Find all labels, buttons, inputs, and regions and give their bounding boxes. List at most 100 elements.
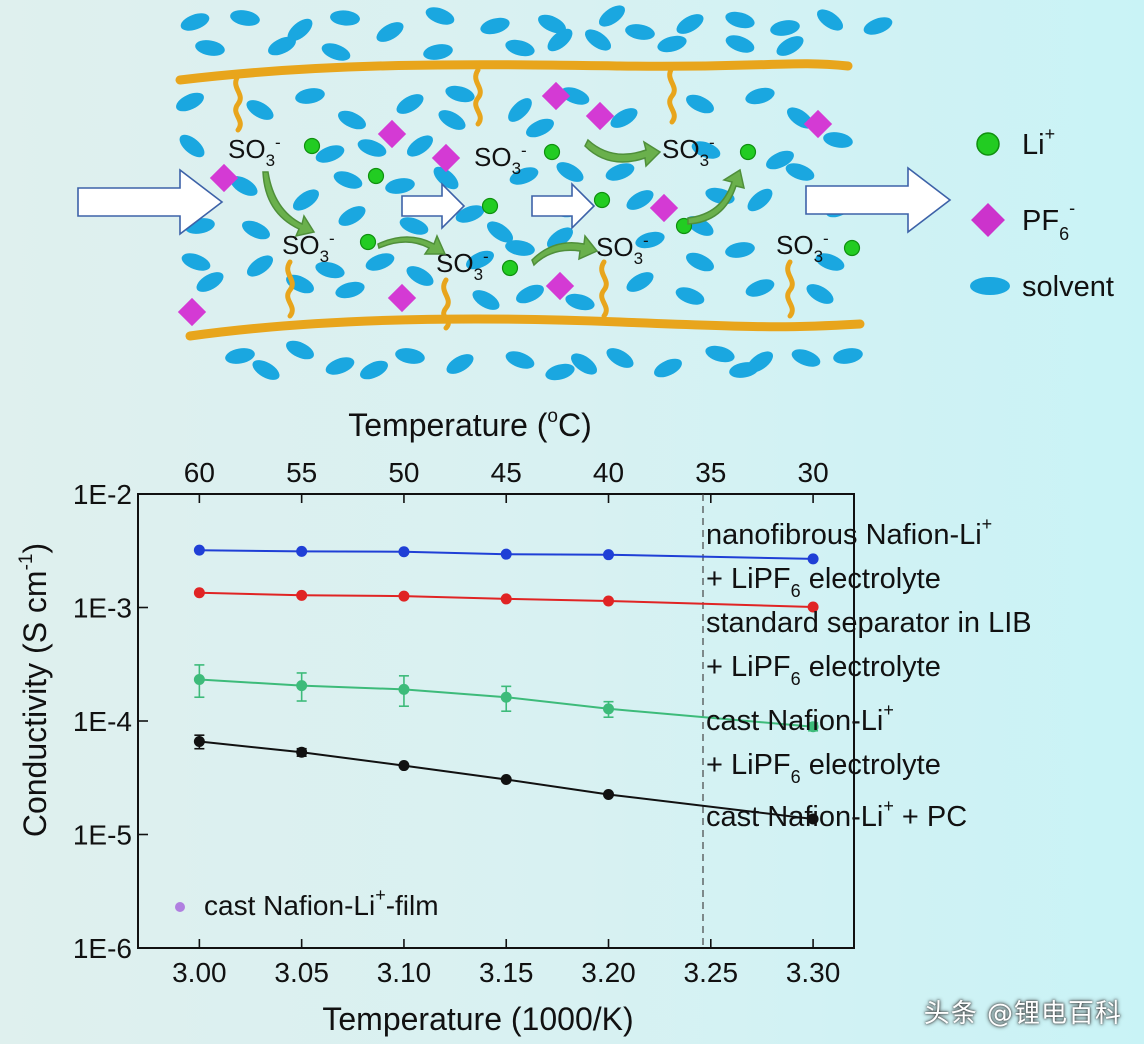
top-axis-title: Temperature (oC)	[348, 406, 592, 443]
solvent-molecule	[433, 166, 459, 190]
solvent-molecule	[635, 231, 665, 249]
film-marker	[175, 902, 185, 912]
solvent-molecule	[785, 163, 815, 181]
series-legend-line: + LiPF6 electrolyte	[706, 651, 941, 689]
solvent-molecule	[606, 348, 634, 368]
series-3	[193, 664, 819, 733]
solvent-molecule	[176, 92, 204, 112]
solvent-molecule	[445, 85, 475, 103]
series-legend-line: cast Nafion-Li+	[706, 700, 894, 737]
data-point	[603, 549, 615, 561]
data-point	[807, 553, 819, 565]
film-legend: cast Nafion-Li+-film	[175, 885, 439, 921]
solvent-molecule	[195, 40, 225, 56]
solvent-molecule	[725, 242, 755, 258]
x-tick-label: 3.05	[274, 957, 329, 988]
data-point	[398, 760, 410, 772]
data-point	[807, 813, 819, 825]
solvent-molecule	[376, 22, 404, 42]
solvent-molecule	[625, 24, 655, 40]
solvent-molecule	[252, 360, 280, 380]
solvent-molecule	[425, 7, 455, 25]
solvent-molecule	[287, 18, 313, 42]
solvent-molecule	[547, 28, 573, 52]
solvent-molecule	[508, 98, 532, 122]
conductivity-chart: Temperature (oC) 3.00 3.05 3.10 3.15 3.20 3.2…	[16, 406, 1032, 1037]
top-tick-label: 50	[388, 457, 419, 488]
schematic-legend-label: Li+	[1022, 124, 1055, 161]
solvent-molecule	[806, 284, 834, 304]
data-point	[807, 601, 819, 613]
so3-label: SO3-	[228, 133, 281, 170]
solvent-molecule	[556, 162, 584, 182]
solvent-molecule	[791, 349, 821, 367]
solvent-molecule	[516, 284, 544, 304]
so3-label: SO3-	[662, 133, 715, 170]
top-tick-label: 55	[286, 457, 317, 488]
solvent-molecule	[505, 39, 535, 57]
lithium-ion	[481, 197, 499, 215]
data-point	[603, 703, 615, 715]
series-line	[199, 740, 814, 820]
solvent-molecule	[833, 348, 863, 364]
schematic-legend: Li+ PF6- solvent	[970, 124, 1114, 303]
data-point	[193, 587, 205, 599]
solvent-molecule	[605, 163, 635, 181]
solvent-molecule	[246, 255, 274, 277]
x-tick-label: 3.15	[479, 957, 534, 988]
solvent-molecule	[565, 293, 595, 311]
solvent-molecule	[423, 44, 453, 60]
lithium-ion	[843, 239, 861, 257]
x-tick-label: 3.00	[172, 957, 227, 988]
data-point	[398, 683, 410, 695]
solvent-molecule	[230, 176, 258, 196]
solvent-molecule	[816, 9, 844, 31]
solvent-molecule	[338, 206, 366, 226]
schematic-legend-label: PF6-	[1022, 198, 1075, 244]
so3-label: SO3-	[776, 229, 829, 266]
top-tick-label: 40	[593, 457, 624, 488]
series-line	[199, 549, 814, 560]
solvent-molecule	[333, 171, 363, 189]
so3-label: SO3-	[474, 141, 527, 178]
data-point	[296, 680, 308, 692]
solvent-molecule	[657, 35, 687, 53]
solvent-molecule	[546, 227, 574, 249]
solvent-molecule	[626, 190, 654, 210]
solvent-molecule	[480, 17, 510, 35]
data-point	[398, 590, 410, 602]
solvent-molecule	[472, 290, 500, 310]
lithium-ions	[303, 137, 861, 277]
solvent-molecule	[610, 108, 638, 128]
solvent-molecule	[406, 135, 434, 157]
solvent-molecule	[357, 139, 387, 157]
solvent-molecule	[745, 279, 775, 297]
solvent-molecule	[360, 360, 388, 380]
pf6-anion	[803, 109, 833, 139]
data-point	[193, 544, 205, 556]
solvent-molecule	[705, 345, 735, 363]
data-point	[193, 735, 205, 747]
data-point	[603, 789, 615, 801]
series-4	[193, 734, 819, 825]
nanofiber-top	[175, 59, 853, 85]
pf6-anion	[649, 193, 679, 223]
solvent-molecule	[538, 14, 566, 34]
solvent-molecule	[315, 145, 345, 163]
watermark: 头条 @锂电百科	[923, 999, 1122, 1029]
series-legend: nanofibrous Nafion-Li+ + LiPF6 electrolyt…	[706, 514, 1032, 833]
pf6-legend-icon	[971, 203, 1005, 237]
lithium-ion	[359, 233, 377, 251]
data-point	[193, 674, 205, 686]
solvent-molecule	[505, 351, 535, 369]
solvent-molecule	[863, 17, 893, 35]
pf6-anion	[209, 163, 239, 193]
solvent-molecule	[446, 354, 474, 374]
solvent-molecule	[776, 36, 804, 56]
solvent-molecule	[466, 250, 494, 270]
top-tick-label: 30	[798, 457, 829, 488]
li-legend-icon	[976, 132, 1000, 156]
x-tick-label: 3.10	[377, 957, 432, 988]
series-legend-line: + LiPF6 electrolyte	[706, 749, 941, 787]
solvent-molecule	[286, 340, 314, 360]
